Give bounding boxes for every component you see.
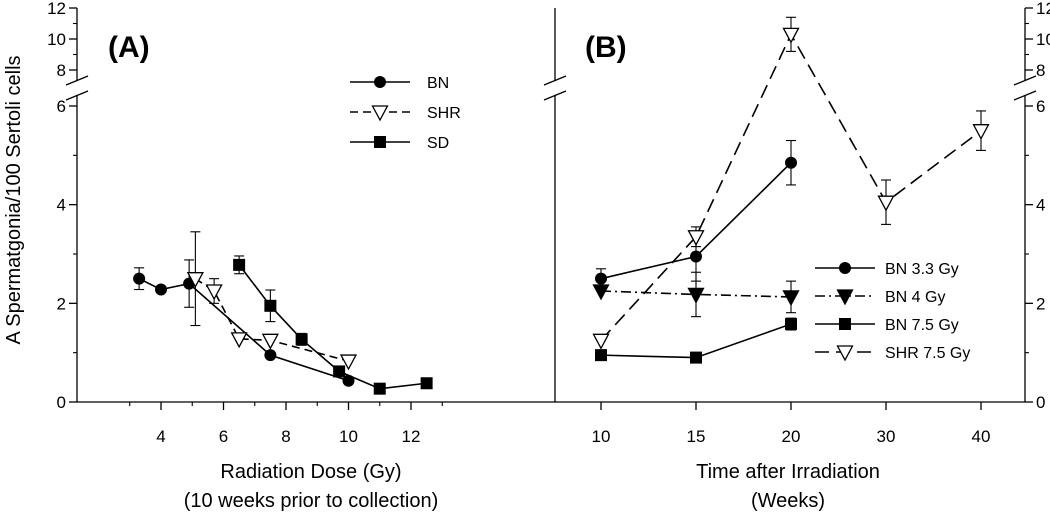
panel-a-legend-shr-marker	[371, 105, 389, 122]
panel-b-legend-bn-4-gy-label: BN 4 Gy	[885, 289, 945, 306]
right-y-tick-label: 8	[1036, 61, 1045, 80]
panel-b-label: (B)	[585, 31, 627, 64]
axes-frame-layer: 0 0 2 2 4 4 6 6 8 8 10 10 12 12 4 6 8 10 12 10 15 20 30 40	[47, 0, 1050, 446]
left-y-tick-label: 10	[47, 30, 66, 49]
axis-break-mark	[543, 75, 567, 86]
axis-break-gap	[1011, 81, 1039, 95]
right-y-tick-label: 12	[1036, 0, 1050, 18]
panel-b-shr-7-5-gy-point	[877, 195, 895, 212]
panel-a-label: (A)	[108, 31, 150, 64]
left-y-tick-label: 12	[47, 0, 66, 18]
panel-b-bn-3-3-gy-point	[785, 156, 797, 169]
panel-a-bn-point	[133, 272, 146, 285]
panel-b-bn-7-5-gy-point	[785, 318, 797, 331]
panel-b-x-tick-label: 30	[877, 427, 896, 446]
panel-a-x-tick-label: 10	[339, 427, 358, 446]
right-y-tick-label: 2	[1036, 294, 1045, 313]
right-y-tick-label: 4	[1036, 196, 1045, 215]
panel-a-shr-point	[261, 333, 279, 350]
axis-break-mark	[543, 90, 567, 101]
right-y-tick-label: 6	[1036, 97, 1045, 116]
panel-a-sd-point	[233, 258, 246, 271]
panel-b-x-tick-label: 10	[592, 427, 611, 446]
panel-b-shr-7-5-gy-point	[687, 230, 705, 247]
panel-b-bn-3-3-gy-point	[595, 272, 607, 285]
panel-a-x-axis-title: Radiation Dose (Gy)	[220, 461, 401, 483]
panel-b-legend-bn-7-5-gy-label: BN 7.5 Gy	[885, 317, 959, 334]
panel-b-x-axis-subtitle: (Weeks)	[751, 490, 825, 512]
axis-break-mark	[65, 90, 89, 101]
panel-a-shr-point	[339, 354, 358, 371]
panel-b-bn-4-gy-point	[592, 284, 610, 301]
panel-a-sd-point	[420, 377, 433, 390]
panel-b-shr-7-5-gy-point	[782, 27, 800, 44]
panel-a-bn-point	[155, 283, 167, 296]
axis-break-mark	[1013, 90, 1037, 101]
panel-b-shr-7-5-gy-point	[592, 333, 610, 350]
panel-a-sd-point	[264, 299, 277, 312]
panel-b-legend-bn-3-3-gy-marker	[839, 262, 851, 274]
panel-a-x-tick-label: 6	[219, 427, 228, 446]
axis-break-mark	[1013, 75, 1037, 86]
panel-b-x-tick-label: 20	[782, 427, 801, 446]
left-y-tick-label: 0	[57, 393, 66, 412]
panel-a-x-tick-label: 8	[281, 427, 290, 446]
panel-a-x-tick-label: 12	[402, 427, 421, 446]
panel-a-legend-shr-label: SHR	[427, 105, 461, 122]
panel-a-x-axis-subtitle: (10 weeks prior to collection)	[184, 490, 439, 512]
panel-a-sd-line	[238, 264, 427, 390]
right-y-tick-label: 0	[1036, 393, 1045, 412]
panel-a-x-tick-label: 4	[156, 427, 165, 446]
left-y-tick-label: 6	[57, 97, 66, 116]
axis-break-gap	[541, 81, 569, 95]
right-y-tick-label: 10	[1036, 30, 1050, 49]
panel-a-sd-point	[333, 365, 346, 378]
panel-a-legend-sd-label: SD	[427, 135, 449, 152]
left-y-tick-label: 4	[57, 196, 66, 215]
panel-a-bn-point	[264, 349, 277, 362]
panel-b-legend-bn-3-3-gy-label: BN 3.3 Gy	[885, 261, 959, 278]
panel-b-legend-shr-7-5-gy-label: SHR 7.5 Gy	[885, 345, 970, 362]
panel-a-bn-line	[138, 277, 349, 382]
data-marks-layer	[133, 16, 990, 395]
panel-b-x-tick-label: 40	[972, 427, 991, 446]
panel-a-legend-sd-marker	[374, 136, 386, 148]
y-axis-title: A Spermatgonia/100 Sertoli cells	[3, 55, 25, 344]
panel-b-x-axis-title: Time after Irradiation	[696, 461, 880, 483]
panel-a-shr-point	[230, 332, 248, 349]
panel-b-bn-4-gy-point	[687, 287, 705, 304]
panel-a-shr-point	[205, 284, 223, 301]
left-y-tick-label: 2	[57, 294, 66, 313]
axis-break-mark	[65, 75, 89, 86]
panel-b-legend-shr-7-5-gy-marker	[836, 345, 854, 362]
panel-b-legend-bn-7-5-gy-marker	[839, 318, 851, 330]
panel-a-shr-point	[186, 272, 204, 289]
panel-b-shr-7-5-gy-point	[972, 124, 990, 141]
left-y-tick-label: 8	[57, 61, 66, 80]
panel-b-x-tick-label: 15	[687, 427, 706, 446]
legend-layer: BN SHR SD BN 3.3 Gy BN 4 Gy BN 7.5 Gy SHR 7.5 …	[350, 75, 970, 362]
panel-a-legend-bn-label: BN	[427, 75, 449, 92]
panel-b-bn-7-5-gy-point	[690, 351, 702, 364]
panel-b-bn-3-3-gy-point	[690, 250, 702, 263]
panel-a-sd-point	[373, 382, 386, 395]
panel-a-sd-point	[295, 333, 308, 346]
panel-b-bn-4-gy-point	[782, 290, 800, 307]
axis-break-gap	[63, 81, 91, 95]
panel-b-legend-bn-4-gy-marker	[836, 289, 854, 306]
panel-a-legend-bn-marker	[374, 76, 386, 88]
panel-b-bn-7-5-gy-point	[595, 349, 607, 362]
panel-a-bn-point	[342, 374, 355, 387]
